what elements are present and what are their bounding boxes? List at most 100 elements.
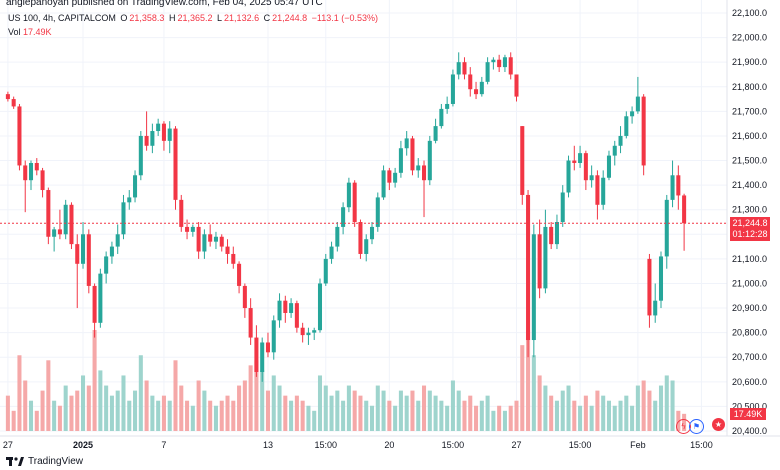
volume-bar bbox=[150, 395, 155, 431]
price-tick-label: 20,400.0 bbox=[732, 426, 767, 436]
candle-body bbox=[317, 283, 323, 331]
candle-body bbox=[520, 126, 525, 195]
volume-bar bbox=[456, 390, 461, 431]
price-tick-label: 22,000.0 bbox=[732, 33, 767, 43]
candle-body bbox=[92, 285, 97, 323]
time-tick-label: 27 bbox=[3, 440, 13, 450]
candle-body bbox=[670, 175, 675, 200]
volume-bar bbox=[433, 395, 438, 431]
bar-countdown: 01:12:28 bbox=[732, 229, 768, 240]
volume-label: Vol bbox=[8, 27, 21, 37]
candle-body bbox=[514, 74, 519, 97]
volume-bar bbox=[664, 375, 669, 431]
candle-body bbox=[658, 256, 664, 301]
volume-bar bbox=[439, 400, 444, 431]
volume-bar bbox=[237, 385, 242, 431]
time-tick-label: 15:00 bbox=[690, 440, 713, 450]
candle-body bbox=[283, 300, 288, 313]
change-value: −113.1 (−0.53%) bbox=[311, 13, 379, 23]
volume-bar bbox=[69, 395, 74, 431]
volume-bar bbox=[323, 385, 328, 431]
time-tick-label: 20 bbox=[384, 440, 394, 450]
ohlc-legend: US 100, 4h, CAPITALCOM O 21,358.3 H 21,365… bbox=[8, 13, 380, 23]
candle-body bbox=[682, 195, 687, 224]
candle-body bbox=[549, 226, 554, 245]
volume-bar bbox=[491, 410, 496, 431]
volume-badge: 17.49K bbox=[730, 408, 766, 420]
us-flag-event-icon[interactable]: ★ bbox=[712, 418, 725, 431]
candle-body bbox=[109, 246, 114, 257]
candle-body bbox=[416, 165, 421, 171]
candle-body bbox=[647, 258, 652, 316]
candle-body bbox=[179, 199, 184, 227]
us-flag-icon[interactable]: ⚑ bbox=[689, 419, 704, 434]
volume-bar bbox=[554, 400, 559, 431]
time-tick-label: 27 bbox=[511, 440, 521, 450]
candle-body bbox=[398, 148, 403, 173]
volume-bar bbox=[300, 400, 305, 431]
candle-body bbox=[583, 153, 588, 181]
volume-bar bbox=[543, 385, 548, 431]
candle-body bbox=[138, 135, 143, 176]
volume-bar bbox=[410, 390, 415, 431]
candle-body bbox=[69, 204, 74, 245]
price-tick-label: 21,300.0 bbox=[732, 205, 767, 215]
volume-bar bbox=[670, 380, 675, 431]
volume-bar bbox=[144, 380, 149, 431]
candle-body bbox=[653, 300, 658, 316]
volume-bar bbox=[213, 405, 218, 431]
price-tick-label: 20,600.0 bbox=[732, 377, 767, 387]
footer: TradingView bbox=[6, 456, 83, 470]
candle-body bbox=[346, 182, 351, 208]
candle-body bbox=[358, 222, 363, 254]
candle-body bbox=[11, 99, 16, 107]
candle-body bbox=[572, 160, 577, 163]
candle-body bbox=[433, 126, 438, 141]
volume-bar bbox=[283, 395, 288, 431]
candle-body bbox=[46, 190, 51, 237]
volume-bar bbox=[306, 405, 311, 431]
candle-body bbox=[341, 207, 346, 227]
candle-body bbox=[306, 332, 311, 336]
volume-bar bbox=[352, 390, 357, 431]
volume-bar bbox=[358, 395, 363, 431]
volume-bar bbox=[485, 395, 490, 431]
volume-bar bbox=[57, 405, 62, 431]
volume-bar bbox=[601, 395, 606, 431]
candle-body bbox=[422, 165, 427, 181]
volume-bar bbox=[34, 410, 39, 431]
volume-legend: Vol 17.49K bbox=[8, 27, 52, 37]
volume-bar bbox=[248, 365, 253, 431]
candle-body bbox=[410, 138, 415, 171]
publisher-line: anglepanoyan published on TradingView.co… bbox=[6, 0, 323, 8]
candle-body bbox=[225, 246, 230, 254]
candle-body bbox=[150, 131, 155, 146]
last-price-badge: 21,244.8 01:12:28 bbox=[730, 217, 770, 242]
volume-bar bbox=[647, 390, 652, 431]
volume-bar bbox=[427, 390, 432, 431]
candle-body bbox=[375, 197, 380, 227]
candle-body bbox=[393, 172, 398, 183]
candle-body bbox=[161, 123, 166, 141]
candle-body bbox=[468, 74, 473, 90]
candle-body bbox=[618, 135, 623, 146]
candle-body bbox=[508, 57, 513, 75]
volume-bar bbox=[277, 385, 282, 431]
volume-bar bbox=[398, 390, 403, 431]
price-tick-label: 21,000.0 bbox=[732, 278, 767, 288]
volume-bar bbox=[104, 385, 109, 431]
volume-bar bbox=[393, 405, 398, 431]
candle-body bbox=[75, 244, 80, 264]
close-label: C bbox=[263, 13, 271, 23]
volume-bar bbox=[566, 385, 571, 431]
candle-body bbox=[537, 234, 542, 289]
high-value: 21,365.2 bbox=[177, 13, 213, 23]
volume-bar bbox=[109, 395, 114, 431]
volume-bar bbox=[369, 405, 375, 431]
volume-bar bbox=[242, 380, 247, 431]
volume-bar bbox=[658, 385, 664, 431]
volume-bars bbox=[5, 330, 687, 431]
candle-body bbox=[57, 229, 62, 235]
volume-bar bbox=[341, 400, 346, 431]
